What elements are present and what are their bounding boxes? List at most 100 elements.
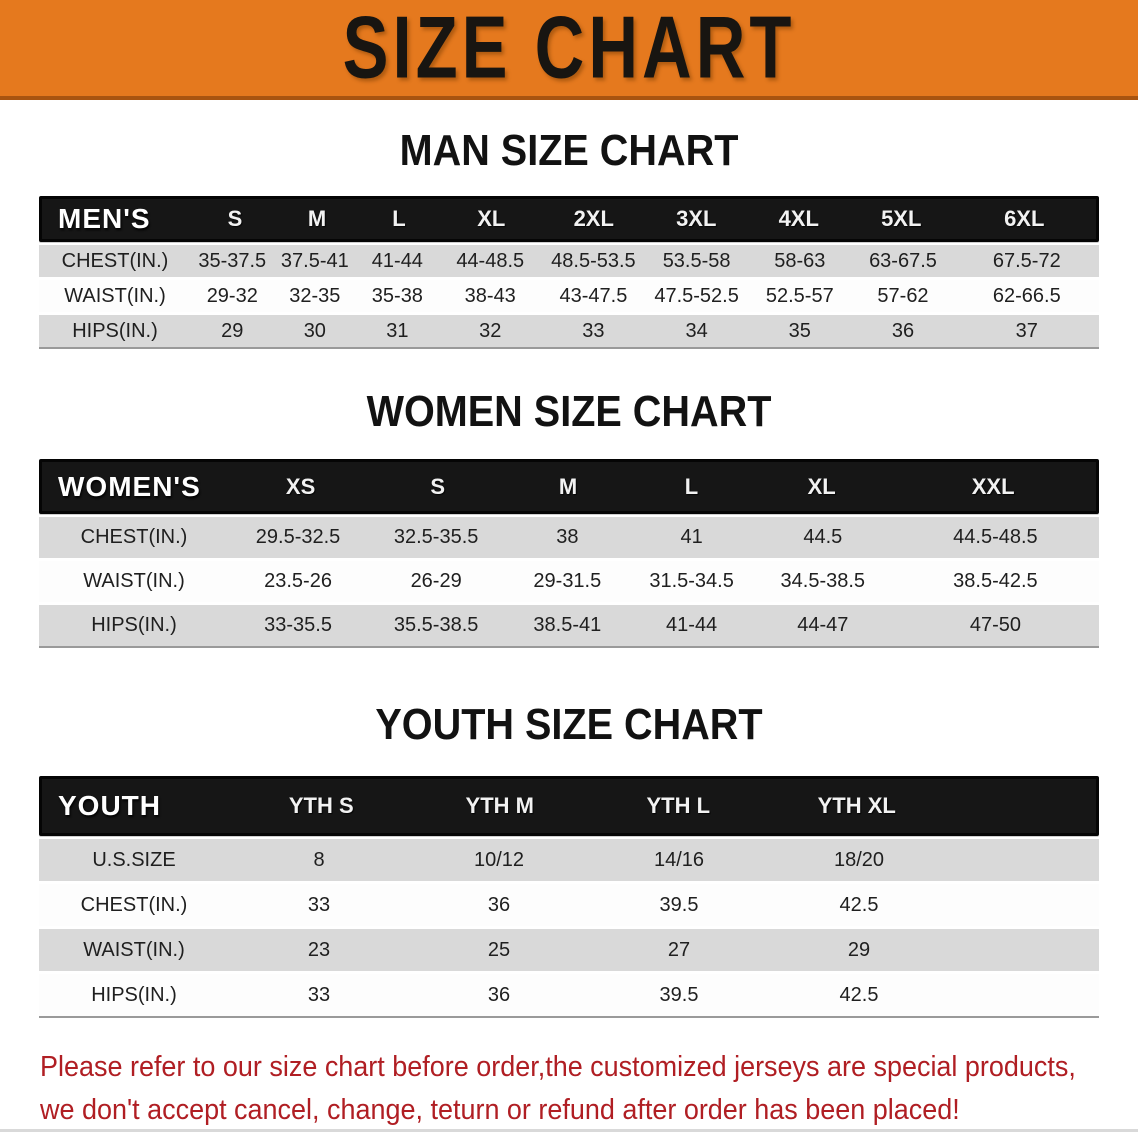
size-value-cell: 36 [487, 893, 511, 916]
size-value-cell: 33 [307, 983, 331, 1006]
men-table-rows: CHEST(IN.) 35-37.5 37.5-41 41-44 44-48.5 48.5… [39, 245, 1099, 347]
size-column-header: 3XL [676, 206, 717, 231]
size-value-cell: 33 [582, 319, 605, 342]
youth-section-title: YOUTH SIZE CHART [375, 700, 763, 749]
size-value-cell: 41 [680, 526, 703, 548]
size-value-cell: 52.5-57 [765, 284, 834, 307]
size-value-cell: 44-48.5 [456, 249, 525, 272]
size-value-cell: 41-44 [666, 614, 718, 636]
women-table-header: WOMEN'S XS S M L XL XXL [39, 459, 1099, 514]
size-chart-body: MAN SIZE CHART MEN'S S M L XL 2XL 3XL 4XL 5XL 6X… [0, 126, 1138, 1018]
size-column-header: XL [477, 206, 506, 231]
size-value-cell: 42.5 [839, 893, 879, 916]
row-values: 35-37.5 37.5-41 41-44 44-48.5 48.5-53.5 53.5-… [191, 250, 1099, 273]
row-values: 8 10/12 14/16 18/20 [229, 849, 1099, 872]
measurement-row-label: WAIST(IN.) [64, 284, 166, 307]
size-value-cell: 35 [788, 319, 811, 342]
women-size-section: WOMEN SIZE CHART WOMEN'S XS S M L XL XXL CHES… [0, 387, 1138, 648]
size-value-cell: 23.5-26 [264, 570, 332, 592]
size-value-cell: 18/20 [833, 848, 885, 871]
size-column-header: M [307, 206, 327, 231]
size-value-cell: 53.5-58 [662, 249, 731, 272]
measurement-row-label: U.S.SIZE [92, 848, 176, 871]
row-values: 33 36 39.5 42.5 [229, 984, 1099, 1007]
row-values: 29-32 32-35 35-38 38-43 43-47.5 47.5-52.5 52.5… [191, 285, 1099, 308]
size-value-cell: 38 [556, 526, 579, 548]
size-value-cell: 44.5 [803, 526, 843, 548]
youth-size-section: YOUTH SIZE CHART YOUTH YTH S YTH M YTH L YT… [0, 700, 1138, 1018]
size-value-cell: 42.5 [839, 983, 879, 1006]
size-column-header: 6XL [1004, 206, 1045, 231]
size-value-cell: 43-47.5 [559, 284, 628, 307]
size-column-header: S [430, 473, 446, 499]
order-notice: Please refer to our size chart before or… [40, 1046, 1076, 1132]
size-value-cell: 25 [487, 938, 511, 961]
measurement-row-label: CHEST(IN.) [80, 893, 188, 916]
measurement-row-label: WAIST(IN.) [83, 570, 185, 592]
table-row: WAIST(IN.) 23.5-26 26-29 29-31.5 31.5-34.5 34… [39, 561, 1099, 602]
size-value-cell: 36 [891, 319, 915, 342]
row-values: 33-35.5 35.5-38.5 38.5-41 41-44 44-47 47-50 [229, 614, 1099, 637]
size-value-cell: 36 [487, 983, 511, 1006]
men-table-header: MEN'S S M L XL 2XL 3XL 4XL 5XL 6XL [39, 196, 1099, 242]
size-value-cell: 37.5-41 [280, 249, 349, 272]
size-column-header: 5XL [881, 206, 922, 231]
size-value-cell: 32-35 [289, 284, 341, 307]
size-value-cell: 34.5-38.5 [780, 570, 866, 592]
size-value-cell: 44.5-48.5 [953, 526, 1038, 548]
table-row: HIPS(IN.) 33-35.5 35.5-38.5 38.5-41 41-44 44-… [39, 605, 1099, 646]
size-column-header: S [227, 206, 243, 231]
youth-table-corner-label: YOUTH [58, 790, 161, 821]
men-section-title: MAN SIZE CHART [399, 126, 739, 175]
row-values: 33 36 39.5 42.5 [229, 894, 1099, 917]
size-value-cell: 38.5-41 [533, 614, 602, 636]
youth-table-rows: U.S.SIZE 8 10/12 14/16 18/20 CHEST(IN.) 33 36 39… [39, 839, 1099, 1016]
men-size-section: MAN SIZE CHART MEN'S S M L XL 2XL 3XL 4XL 5XL 6X… [0, 126, 1138, 349]
size-column-header: 4XL [778, 206, 819, 231]
size-value-cell: 27 [667, 938, 691, 961]
women-table-corner-label: WOMEN'S [58, 470, 201, 502]
table-row: U.S.SIZE 8 10/12 14/16 18/20 [39, 839, 1099, 881]
size-value-cell: 29 [221, 319, 244, 342]
size-value-cell: 29-31.5 [533, 570, 602, 592]
table-row: HIPS(IN.) 33 36 39.5 42.5 [39, 974, 1099, 1016]
notice-line-2: we don't accept cancel, change, teturn o… [40, 1094, 960, 1126]
size-value-cell: 10/12 [473, 848, 525, 871]
men-size-columns: S M L XL 2XL 3XL 4XL 5XL 6XL [194, 206, 1096, 232]
size-value-cell: 34 [685, 319, 708, 342]
size-value-cell: 39.5 [659, 983, 699, 1006]
measurement-row-label: CHEST(IN.) [80, 526, 188, 548]
size-value-cell: 47.5-52.5 [654, 284, 739, 307]
men-table-corner-label: MEN'S [58, 203, 151, 234]
row-values: 23 25 27 29 [229, 939, 1099, 962]
row-values: 29 30 31 32 33 34 35 36 37 [191, 320, 1099, 343]
row-values: 29.5-32.5 32.5-35.5 38 41 44.5 44.5-48.5 [229, 526, 1099, 549]
size-value-cell: 33-35.5 [264, 614, 332, 636]
size-value-cell: 30 [303, 319, 326, 342]
table-row: CHEST(IN.) 33 36 39.5 42.5 [39, 884, 1099, 926]
size-value-cell: 58-63 [774, 249, 826, 272]
size-value-cell: 29-32 [206, 284, 258, 307]
table-row: WAIST(IN.) 23 25 27 29 [39, 929, 1099, 971]
women-table-rows: CHEST(IN.) 29.5-32.5 32.5-35.5 38 41 44.5 44.5… [39, 517, 1099, 646]
size-value-cell: 63-67.5 [869, 249, 937, 272]
table-row: WAIST(IN.) 29-32 32-35 35-38 38-43 43-47.5 47.… [39, 280, 1099, 312]
size-value-cell: 33 [307, 893, 331, 916]
size-column-header: XS [285, 473, 316, 499]
youth-size-columns: YTH S YTH M YTH L YTH XL [232, 793, 1096, 819]
notice-line-1: Please refer to our size chart before or… [40, 1051, 1076, 1083]
size-column-header: YTH S [288, 793, 354, 818]
size-value-cell: 35-37.5 [198, 249, 267, 272]
size-value-cell: 32 [479, 319, 502, 342]
size-value-cell: 31.5-34.5 [649, 570, 734, 592]
table-row: HIPS(IN.) 29 30 31 32 33 34 35 36 37 [39, 315, 1099, 347]
size-value-cell: 47-50 [969, 614, 1021, 636]
women-section-title: WOMEN SIZE CHART [366, 387, 772, 436]
women-size-columns: XS S M L XL XXL [232, 474, 1096, 500]
size-value-cell: 57-62 [877, 284, 929, 307]
table-row: CHEST(IN.) 29.5-32.5 32.5-35.5 38 41 44.5 44.5… [39, 517, 1099, 558]
size-value-cell: 32.5-35.5 [393, 526, 479, 548]
size-value-cell: 48.5-53.5 [551, 249, 636, 272]
men-size-table: MEN'S S M L XL 2XL 3XL 4XL 5XL 6XL CHEST(IN.) 35-… [39, 196, 1099, 349]
size-value-cell: 67.5-72 [992, 249, 1061, 272]
